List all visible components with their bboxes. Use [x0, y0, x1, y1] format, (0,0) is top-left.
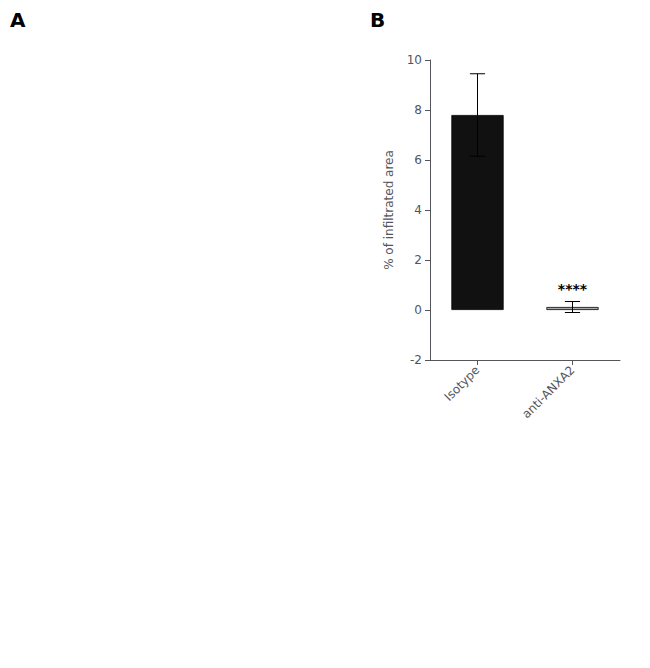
svg-text:6: 6 [414, 153, 422, 167]
svg-text:Isotype: Isotype [442, 363, 483, 404]
svg-text:****: **** [558, 281, 588, 297]
svg-text:2: 2 [414, 253, 422, 267]
svg-text:8: 8 [414, 103, 422, 117]
svg-text:anti-ANXA2: anti-ANXA2 [519, 363, 577, 421]
svg-text:-2: -2 [410, 353, 422, 367]
svg-text:4: 4 [414, 203, 422, 217]
svg-text:A: A [10, 8, 26, 32]
svg-text:B: B [370, 8, 385, 32]
svg-text:0: 0 [414, 303, 422, 317]
svg-text:10: 10 [407, 53, 422, 67]
svg-text:% of infiltrated area: % of infiltrated area [382, 150, 396, 270]
